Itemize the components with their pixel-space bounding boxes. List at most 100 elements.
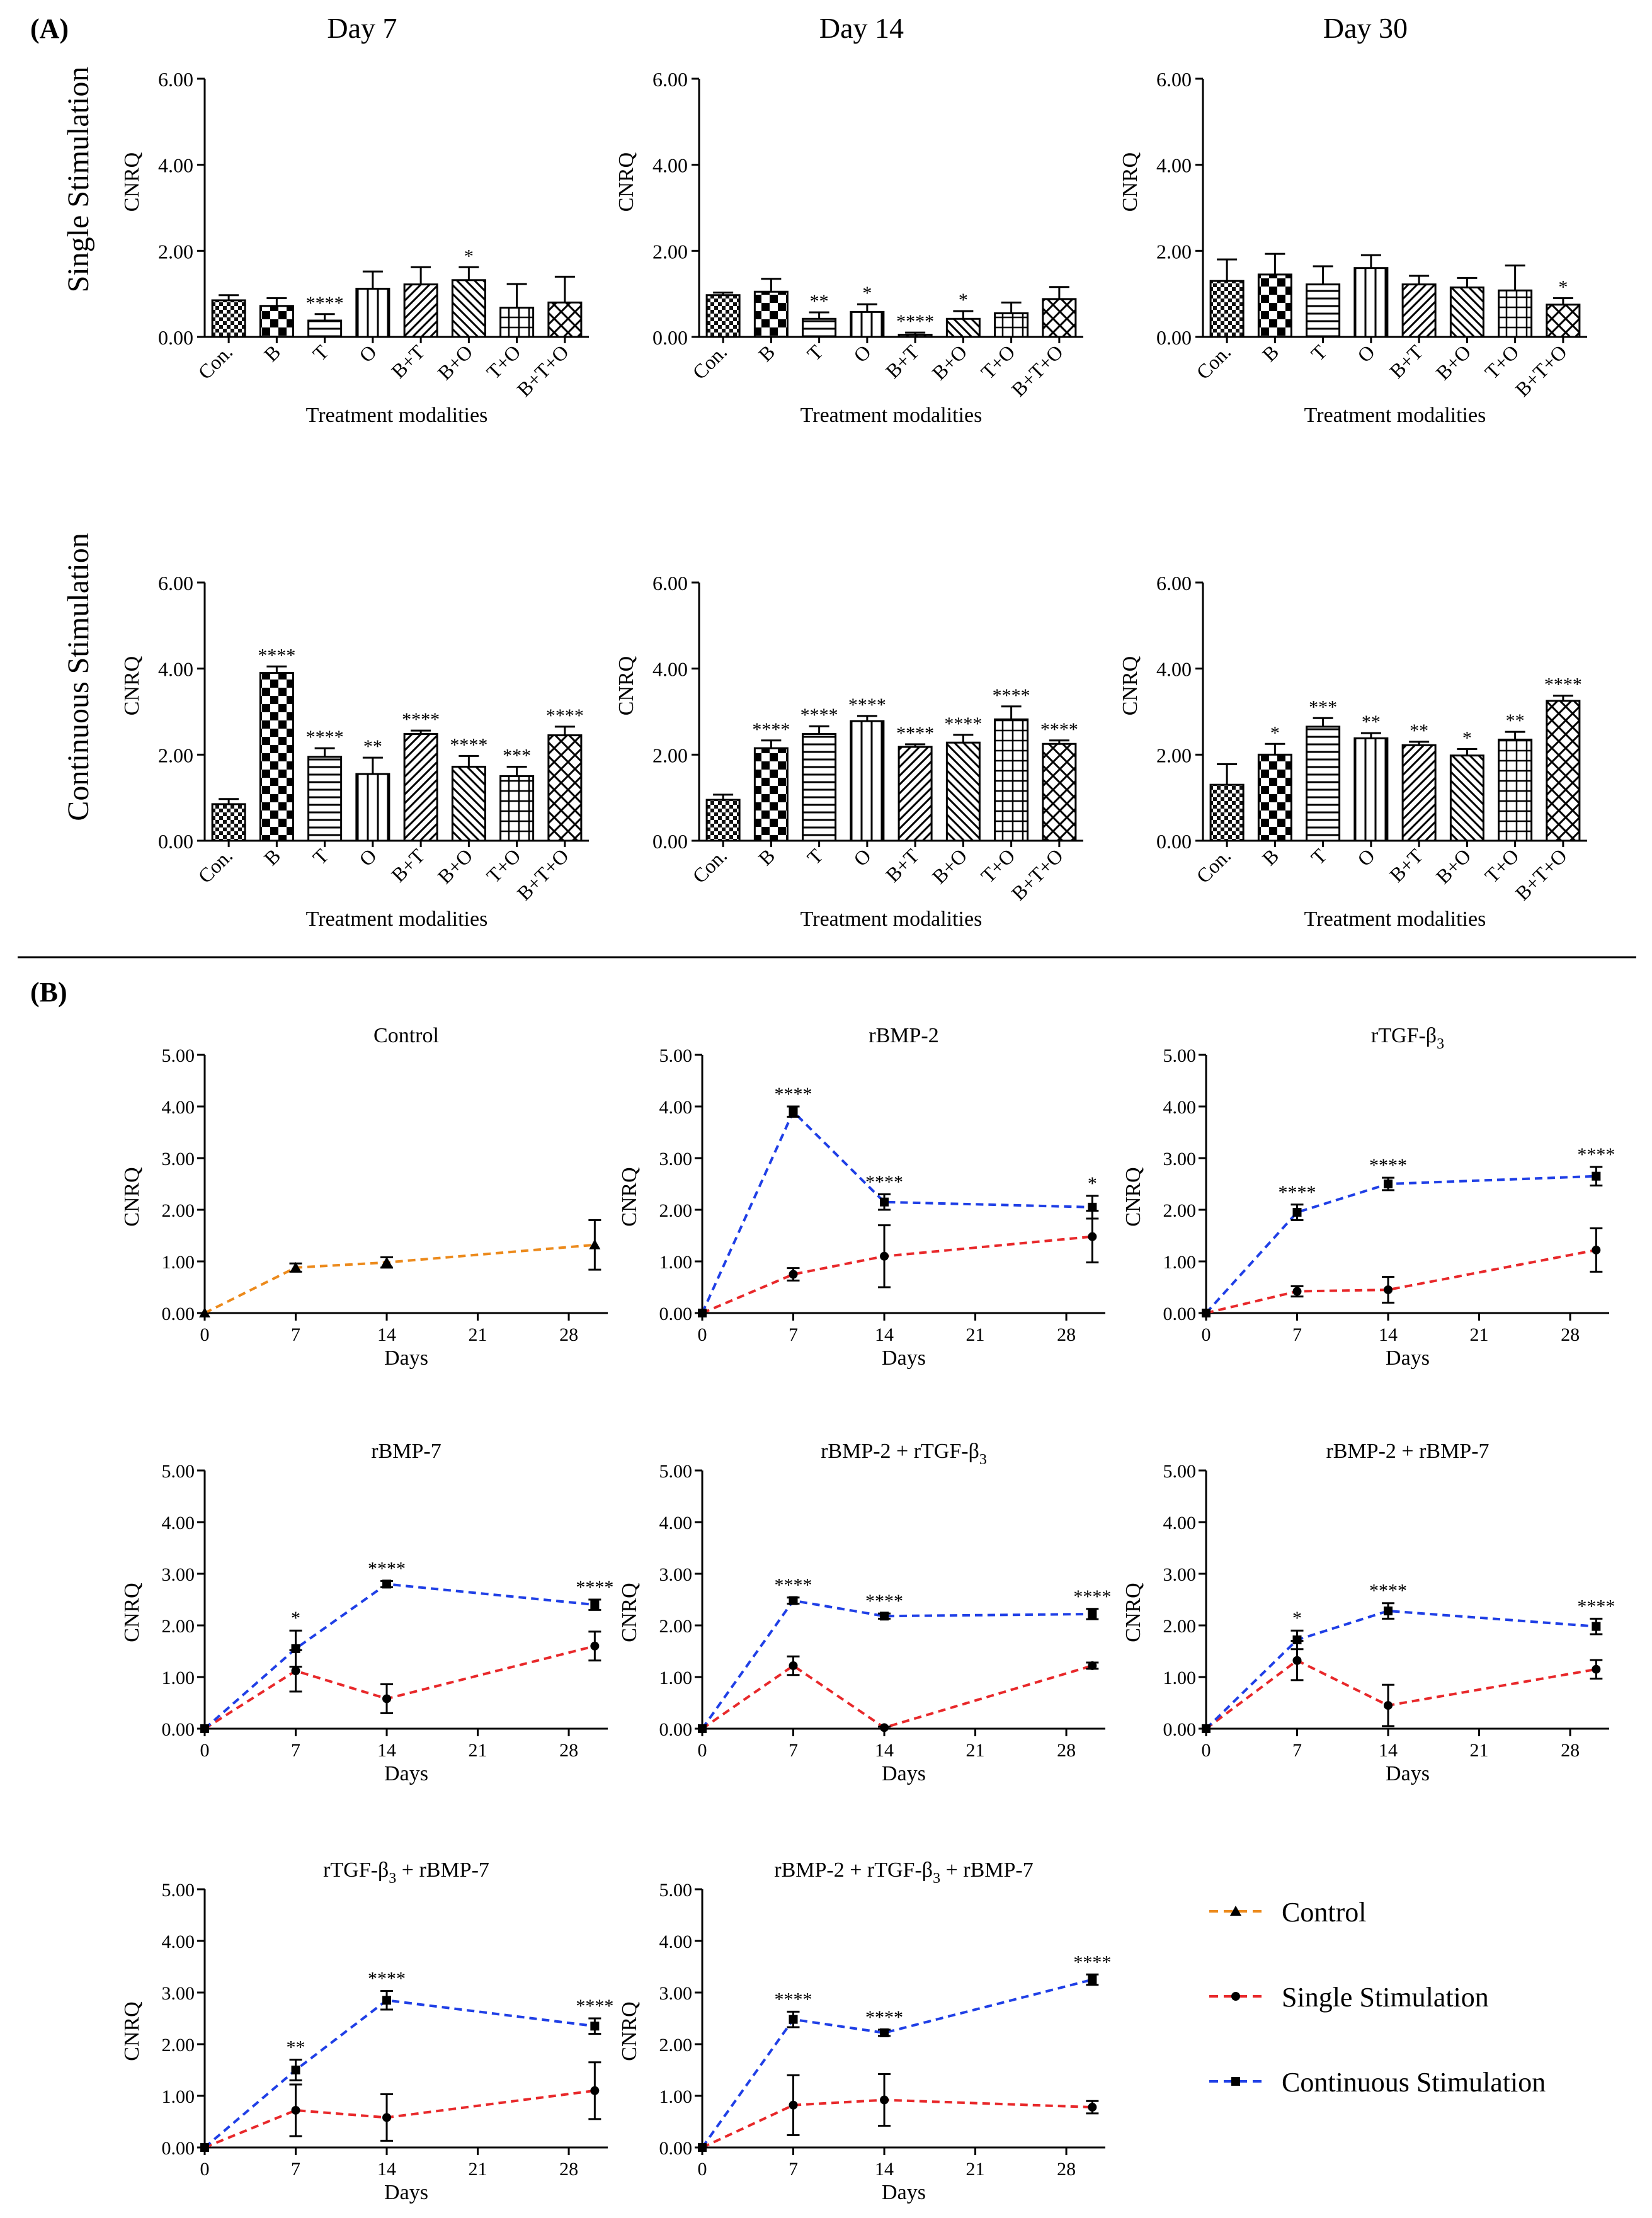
chart-title: Control: [373, 1024, 439, 1047]
legend-item-control: Control: [1209, 1897, 1366, 1928]
y-tick-label: 6.00: [158, 572, 193, 594]
x-tick-label: 28: [1057, 1324, 1076, 1345]
bar-chart-6: 0.00 2.00 4.00 6.00 CNRQ Con. * B *** T ** O ** B+T * B…: [1119, 572, 1587, 931]
y-tick-label: 2.00: [1163, 1616, 1197, 1637]
chart-title: rBMP-7: [371, 1440, 441, 1463]
y-tick-label: 5.00: [162, 1880, 195, 1901]
data-point: [1088, 1975, 1097, 1984]
x-tick-label: 28: [1057, 1740, 1076, 1761]
significance-label: ****: [993, 685, 1030, 706]
x-tick-label: 0: [200, 1740, 210, 1761]
significance-label: ****: [752, 719, 790, 740]
chart-title-main: rTGF-β: [323, 1858, 389, 1882]
panel-b-label: (B): [30, 977, 67, 1008]
bar-B+O: [1449, 754, 1484, 842]
data-point: [789, 1107, 798, 1117]
y-tick-label: 4.00: [659, 1931, 693, 1952]
x-axis-label: Days: [1386, 1346, 1430, 1370]
significance-label: **: [1410, 720, 1428, 741]
x-tick-label: T: [308, 340, 333, 365]
x-axis-label: Treatment modalities: [800, 404, 983, 427]
bar-B+T: [1401, 744, 1437, 842]
data-point: [1292, 1635, 1302, 1644]
data-point: [291, 1644, 300, 1653]
significance-label: ****: [775, 1084, 812, 1105]
bar-T: [1306, 725, 1341, 842]
y-tick-label: 2.00: [1156, 240, 1192, 263]
x-tick-label: Con.: [1192, 340, 1235, 384]
y-tick-label: 5.00: [1163, 1461, 1197, 1482]
data-point: [880, 2028, 889, 2037]
y-axis-label: CNRQ: [120, 656, 144, 715]
chart-title-main: rBMP-2: [869, 1024, 938, 1047]
x-tick-label: B+T: [881, 340, 923, 382]
y-axis-label: CNRQ: [618, 1583, 641, 1642]
data-point: [1231, 1992, 1240, 2001]
x-axis-label: Days: [1386, 1762, 1430, 1785]
x-tick-label: B: [754, 340, 780, 366]
data-point: [382, 2113, 392, 2122]
x-tick-label: B+T+O: [513, 844, 573, 904]
column-title-day7: Day 7: [327, 12, 397, 44]
y-tick-label: 0.00: [652, 326, 688, 349]
data-point: [789, 2015, 798, 2024]
data-point: [1592, 1171, 1601, 1181]
data-point: [698, 2143, 707, 2152]
significance-label: ****: [402, 709, 440, 730]
legend: Control Single Stimulation Continuous Stim…: [1209, 1897, 1546, 2098]
y-tick-label: 0.00: [162, 1719, 195, 1740]
y-tick-label: 4.00: [162, 1931, 195, 1952]
significance-label: ****: [306, 293, 344, 314]
data-point: [1088, 1661, 1097, 1670]
x-tick-label: T: [802, 844, 828, 869]
x-tick-label: B+T: [1385, 844, 1427, 886]
column-title-day30: Day 30: [1323, 12, 1408, 44]
x-tick-label: 28: [1057, 2159, 1076, 2180]
y-tick-label: 0.00: [1163, 1719, 1197, 1740]
x-tick-label: 14: [875, 2159, 894, 2180]
y-tick-label: 4.00: [162, 1097, 195, 1118]
series-line-single: [203, 1644, 595, 1730]
x-axis-label: Treatment modalities: [1304, 404, 1486, 427]
y-axis-label: CNRQ: [618, 1167, 641, 1226]
x-tick-label: Con.: [193, 844, 237, 887]
line-chart-4: rBMP-7 0.00 1.00 2.00 3.00 4.00 5.00 0 7 14 21 28 CN…: [120, 1440, 613, 1785]
chart-title: rBMP-2 + rBMP-7: [1326, 1440, 1489, 1463]
significance-label: **: [1362, 712, 1381, 732]
y-tick-label: 0.00: [659, 1719, 693, 1740]
data-point: [382, 1579, 392, 1589]
bar-Con.: [211, 299, 246, 338]
x-tick-label: O: [355, 340, 381, 367]
bar-O: [1353, 267, 1389, 338]
chart-title-main: Control: [373, 1024, 439, 1047]
data-point: [291, 1666, 300, 1676]
y-tick-label: 1.00: [162, 2086, 195, 2107]
data-point: [290, 1261, 302, 1272]
significance-label: ****: [865, 1171, 903, 1192]
y-tick-label: 4.00: [1156, 154, 1192, 177]
legend-label: Continuous Stimulation: [1282, 2067, 1546, 2098]
x-tick-label: O: [355, 844, 381, 870]
x-tick-label: T: [1306, 340, 1331, 365]
bar-T+O: [994, 718, 1029, 842]
data-point: [698, 1309, 707, 1317]
significance-label: ****: [450, 734, 487, 755]
bar-chart-2: 0.00 2.00 4.00 6.00 CNRQ Con. B ** T * O **** B+T * B+…: [615, 68, 1083, 427]
x-tick-label: 21: [469, 1740, 487, 1761]
series-line-continuous: [1205, 1174, 1597, 1314]
chart-title-main: rBMP-2 + rBMP-7: [1326, 1440, 1489, 1463]
data-point: [1292, 1656, 1302, 1665]
bar-T: [307, 319, 343, 338]
x-tick-label: B+T+O: [513, 340, 573, 401]
legend-item-continuous: Continuous Stimulation: [1209, 2067, 1546, 2098]
significance-label: ****: [258, 645, 295, 666]
x-tick-label: B+O: [1432, 844, 1476, 888]
data-point: [589, 1239, 601, 1249]
y-axis-label: CNRQ: [1122, 1167, 1145, 1226]
x-tick-label: 21: [966, 2159, 985, 2180]
bar-T: [802, 317, 837, 338]
y-tick-label: 5.00: [162, 1461, 195, 1482]
x-tick-label: B+O: [1432, 340, 1476, 384]
significance-label: ****: [1279, 1182, 1316, 1203]
data-point: [880, 1197, 889, 1207]
